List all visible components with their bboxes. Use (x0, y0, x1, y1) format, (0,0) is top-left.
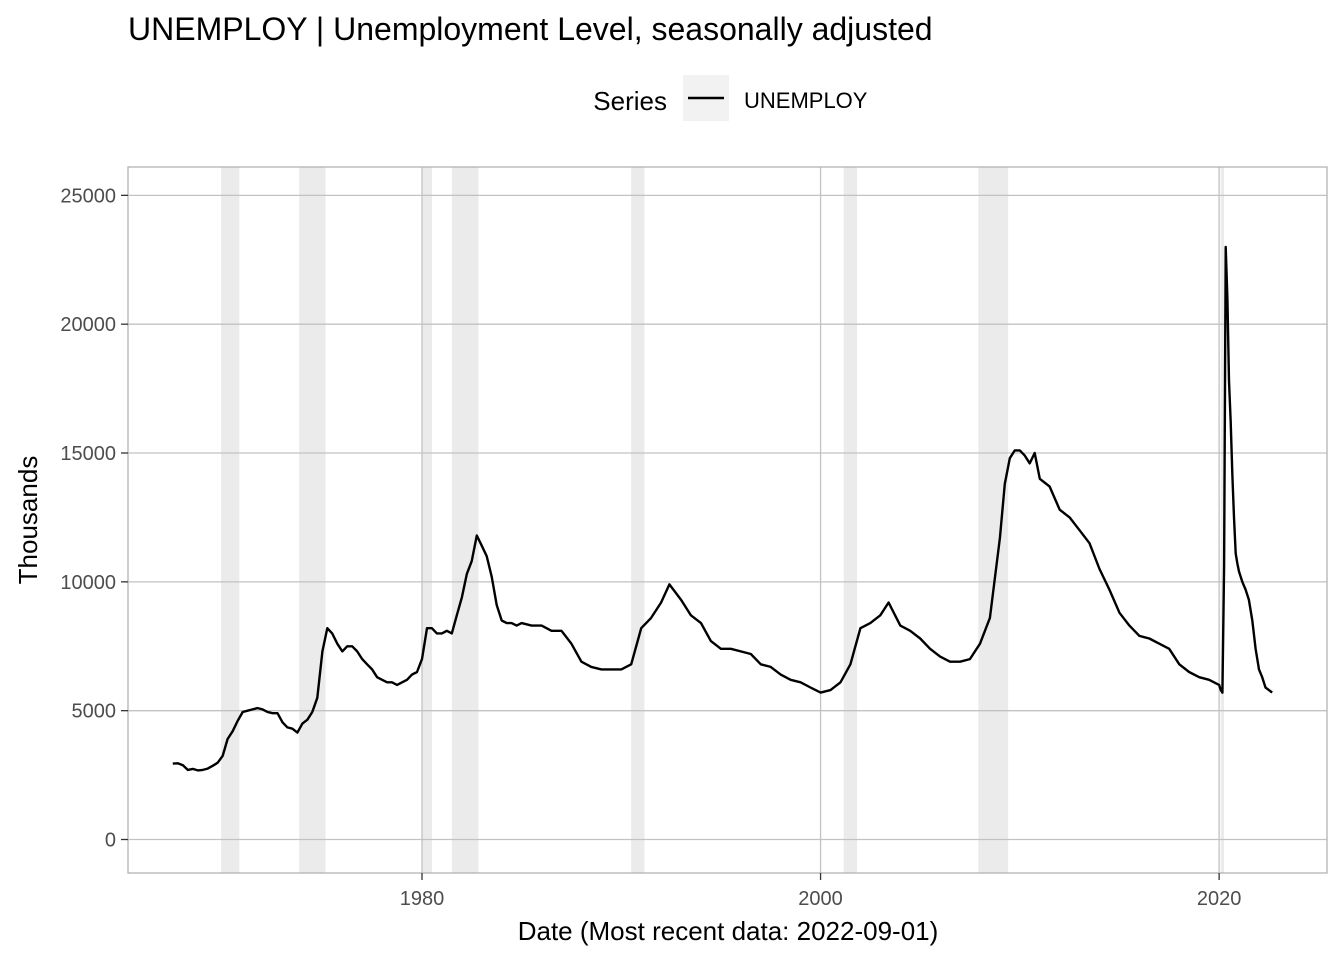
legend: Series UNEMPLOY (593, 75, 868, 121)
y-tick-label-5000: 5000 (72, 701, 117, 723)
recession-band-6 (978, 167, 1009, 873)
y-tick-label-25000: 25000 (60, 185, 116, 207)
series-line-unemploy (172, 245, 1273, 772)
recession-band-3 (451, 167, 479, 873)
y-tick-label-10000: 10000 (60, 572, 116, 594)
grid-lines (128, 167, 1327, 873)
recession-band-4 (631, 167, 645, 873)
x-tick-label-2020: 2020 (1197, 888, 1242, 910)
y-tick-label-15000: 15000 (60, 443, 116, 465)
plot-panel (127, 166, 1328, 874)
chart-title: UNEMPLOY | Unemployment Level, seasonall… (128, 11, 933, 47)
x-tick-label-2000: 2000 (798, 888, 843, 910)
recession-band-1 (299, 167, 326, 873)
y-tick-label-0: 0 (105, 830, 116, 852)
recession-band-2 (422, 167, 432, 873)
x-axis: 1980 2000 2020 (400, 873, 1242, 910)
y-axis: 0 5000 10000 15000 20000 25000 (60, 185, 128, 852)
y-axis-title: Thousands (13, 456, 43, 585)
x-tick-label-1980: 1980 (400, 888, 445, 910)
recession-band-7 (1220, 167, 1225, 873)
x-axis-title: Date (Most recent data: 2022-09-01) (518, 916, 939, 946)
panel-border (127, 166, 1328, 874)
recession-band-5 (843, 167, 858, 873)
series-layer (172, 245, 1273, 772)
legend-entry-unemploy: UNEMPLOY (744, 88, 868, 113)
recession-band-0 (221, 167, 240, 873)
recession-bands (221, 167, 1225, 873)
legend-title: Series (593, 86, 667, 116)
y-tick-label-20000: 20000 (60, 314, 116, 336)
